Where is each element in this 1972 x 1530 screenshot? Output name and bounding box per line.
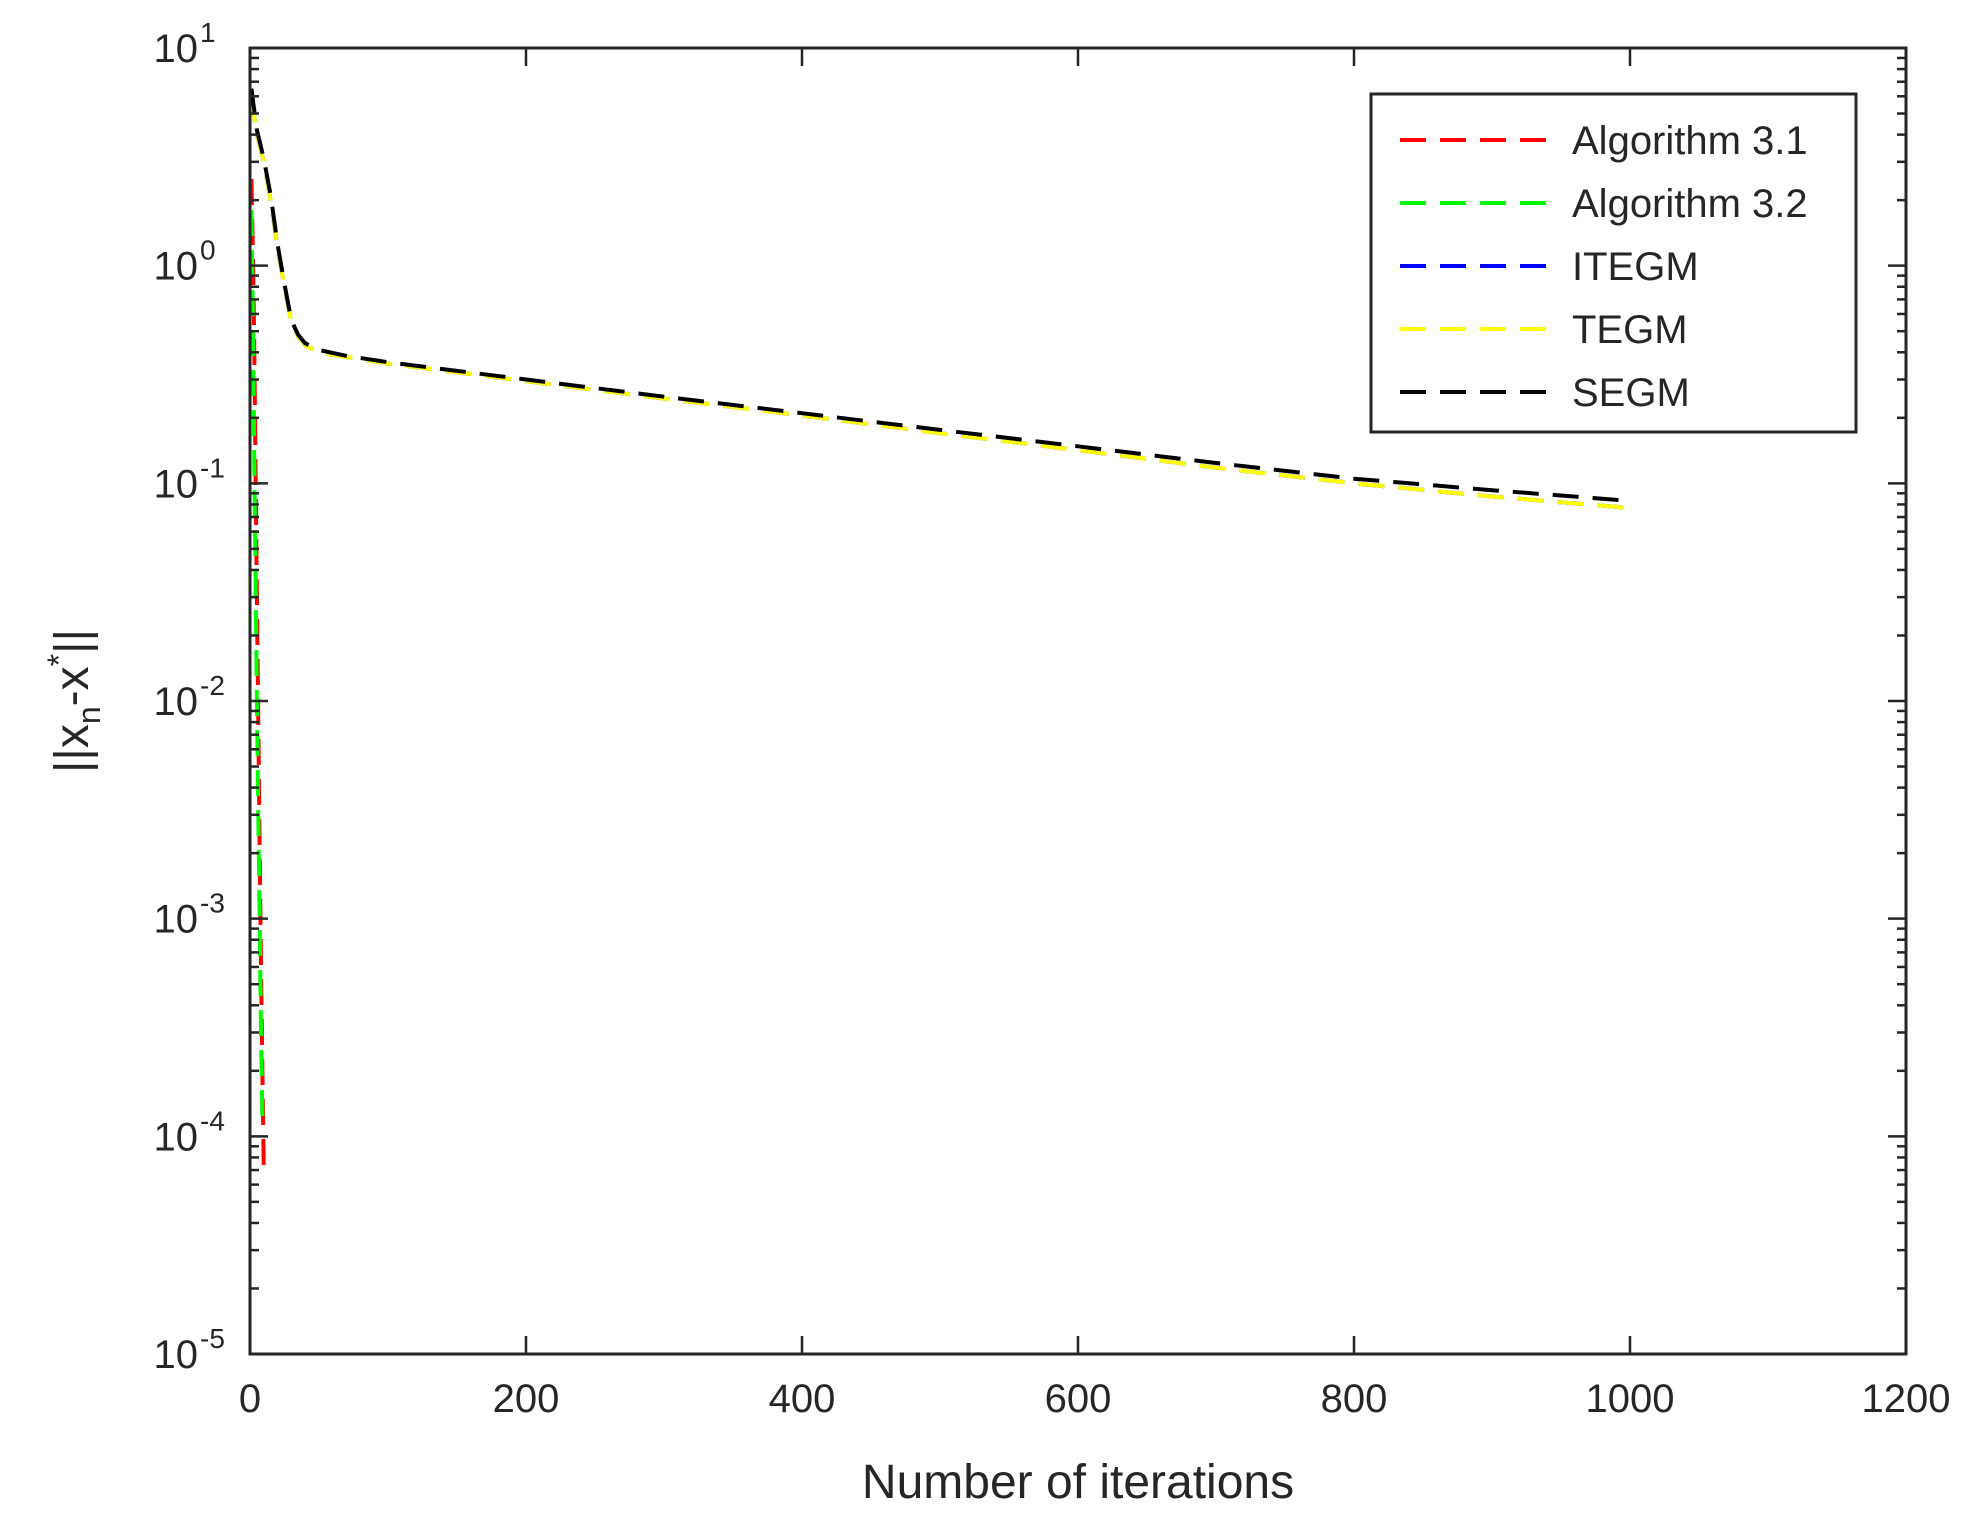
y-tick-base: 10 — [154, 1333, 199, 1377]
y-tick-label: 10 — [154, 680, 199, 724]
x-tick-label: 1200 — [1862, 1377, 1951, 1421]
legend-label: Algorithm 3.2 — [1572, 182, 1808, 226]
y-tick-label: 10 — [154, 1115, 199, 1159]
y-axis-label: ||xn-x*|| — [41, 629, 107, 773]
y-tick-exponent: -4 — [200, 1105, 225, 1136]
legend-label: SEGM — [1572, 371, 1690, 415]
y-tick-base: 10 — [154, 898, 199, 942]
x-tick-label: 800 — [1321, 1377, 1388, 1421]
y-tick-exponent: -5 — [200, 1323, 225, 1354]
legend: Algorithm 3.1 Algorithm 3.2 ITEGM TEGM SEGM — [1369, 92, 1858, 434]
y-tick-base: 10 — [154, 1115, 199, 1159]
legend-label: ITEGM — [1572, 245, 1699, 289]
y-label-middle: -x — [46, 666, 99, 706]
y-tick-exponent: 0 — [200, 235, 216, 266]
x-tick-label: 0 — [239, 1377, 261, 1421]
y-tick-exponent: 1 — [200, 17, 216, 48]
x-tick-label: 600 — [1045, 1377, 1112, 1421]
y-tick-base: 10 — [154, 462, 199, 506]
legend-label: Algorithm 3.1 — [1572, 119, 1808, 163]
legend-box — [1369, 92, 1858, 434]
plot-frame — [248, 46, 1908, 1356]
y-label-subscript: n — [71, 706, 107, 724]
y-tick-label: 10 — [154, 1333, 199, 1377]
legend-label: TEGM — [1572, 308, 1688, 352]
x-tick-labels: 0 200 400 600 800 1000 1200 — [239, 1377, 1951, 1421]
y-tick-label: 10 — [154, 245, 199, 289]
x-tick-label: 200 — [493, 1377, 560, 1421]
series-line-5 — [250, 88, 1631, 503]
y-tick-label: 10 — [154, 27, 199, 71]
y-tick-base: 10 — [154, 680, 199, 724]
x-tick-label: 1000 — [1586, 1377, 1675, 1421]
y-tick-base: 10 — [154, 27, 199, 71]
y-tick-exponent: -2 — [200, 670, 225, 701]
y-tick-exponent: -3 — [200, 888, 225, 919]
y-tick-label: 10 — [154, 462, 199, 506]
y-tick-base: 10 — [154, 245, 199, 289]
x-axis-label: Number of iterations — [862, 1456, 1294, 1509]
x-tick-label: 400 — [769, 1377, 836, 1421]
y-label-superscript: * — [41, 654, 77, 666]
y-tick-exponent: -1 — [200, 452, 225, 483]
y-label-prefix: ||x — [46, 724, 99, 773]
y-tick-label: 10 — [154, 898, 199, 942]
y-label-suffix: || — [46, 629, 99, 654]
